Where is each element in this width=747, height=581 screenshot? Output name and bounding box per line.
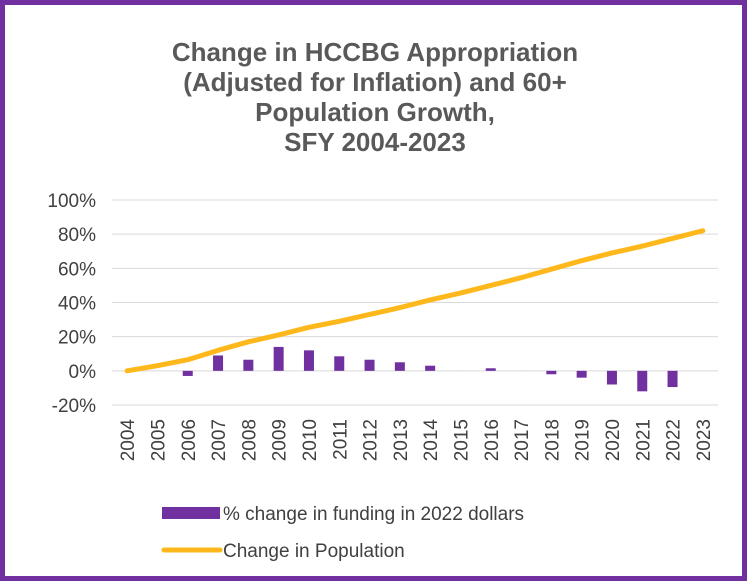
y-tick-label: 100% — [47, 191, 96, 212]
y-tick-label: -20% — [52, 396, 96, 417]
population-series-line — [124, 228, 706, 374]
x-tick-label: 2004 — [118, 419, 139, 462]
x-tick-label: 2006 — [179, 419, 200, 461]
y-tick-label: 0% — [69, 362, 97, 383]
x-tick-label: 2014 — [421, 419, 442, 462]
gridlines — [112, 199, 718, 406]
y-axis-tick-labels: 100% 80% 60% 40% 20% 0% -20% — [47, 191, 96, 417]
x-tick-label: 2012 — [361, 419, 382, 461]
funding-bar — [576, 370, 587, 378]
funding-bar — [394, 362, 405, 371]
x-tick-label: 2009 — [270, 419, 291, 461]
chart-title-line: Population Growth, — [255, 97, 495, 127]
x-tick-label: 2005 — [148, 419, 169, 461]
legend-label-funding: % change in funding in 2022 dollars — [223, 504, 524, 525]
funding-bar — [303, 350, 314, 371]
funding-bar — [213, 355, 224, 371]
x-tick-label: 2007 — [209, 419, 230, 461]
funding-bar — [606, 370, 617, 385]
funding-bar — [334, 356, 345, 371]
y-tick-label: 40% — [58, 294, 96, 315]
funding-bar — [243, 359, 254, 371]
chart-title: Change in HCCBG Appropriation (Adjusted … — [65, 37, 685, 157]
chart-title-line: (Adjusted for Inflation) and 60+ — [183, 67, 567, 97]
funding-bar — [425, 365, 436, 371]
y-tick-label: 80% — [58, 225, 96, 246]
y-tick-label: 20% — [58, 328, 96, 349]
x-tick-label: 2019 — [573, 419, 594, 461]
funding-bar — [182, 370, 193, 376]
x-tick-label: 2018 — [542, 419, 563, 461]
legend-label-population: Change in Population — [223, 541, 405, 562]
x-tick-label: 2021 — [633, 419, 654, 461]
x-tick-label: 2016 — [482, 419, 503, 461]
funding-bar — [485, 368, 496, 371]
x-tick-label: 2013 — [391, 419, 412, 461]
chart-title-line: SFY 2004-2023 — [284, 127, 466, 157]
legend: % change in funding in 2022 dollars Chang… — [161, 504, 524, 562]
x-tick-label: 2017 — [512, 419, 533, 461]
x-tick-label: 2023 — [694, 419, 715, 461]
legend-swatch-funding — [162, 507, 220, 519]
y-tick-label: 60% — [58, 259, 96, 280]
funding-bar — [667, 370, 678, 388]
x-tick-label: 2011 — [330, 419, 351, 460]
funding-bars — [122, 346, 678, 392]
funding-bar — [637, 370, 648, 392]
x-axis-tick-labels: 2004 2005 2006 2007 2008 2009 2010 2011 2012 2013… — [118, 419, 715, 462]
x-tick-label: 2015 — [451, 419, 472, 461]
population-line — [124, 228, 706, 374]
x-tick-label: 2022 — [664, 419, 685, 461]
combo-chart: 100%80%60%40%20%0%-20% 2004 2005 2006 2007 2… — [47, 191, 718, 562]
x-tick-label: 2008 — [239, 419, 260, 461]
funding-bar — [273, 346, 284, 371]
funding-bar — [546, 370, 557, 375]
x-tick-label: 2020 — [603, 419, 624, 461]
x-tick-label: 2010 — [300, 419, 321, 461]
chart-title-line: Change in HCCBG Appropriation — [171, 37, 579, 67]
funding-bar — [364, 359, 375, 371]
